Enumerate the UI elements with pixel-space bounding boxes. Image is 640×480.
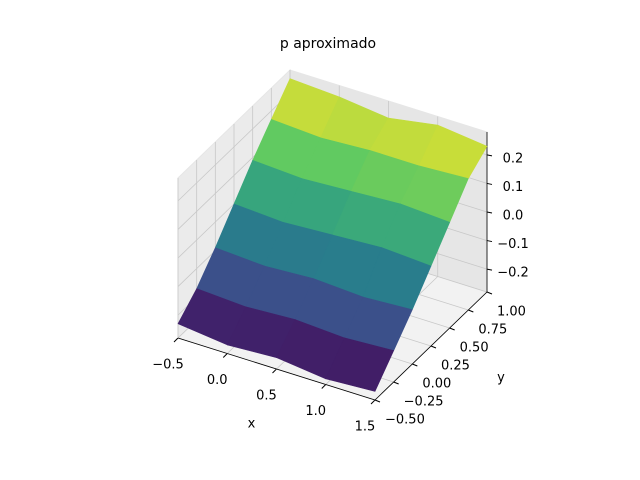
x-tick — [321, 384, 327, 389]
y-tick-label: −0.25 — [404, 395, 444, 410]
z-tick-label: −0.1 — [497, 237, 529, 252]
y-tick-label: 0.75 — [478, 323, 507, 338]
x-tick — [173, 337, 179, 343]
axis-line — [177, 337, 376, 401]
x-tick — [222, 353, 228, 358]
y-tick-label: 1.00 — [497, 305, 526, 320]
z-tick — [486, 268, 493, 271]
x-tick — [370, 399, 376, 405]
y-tick — [486, 291, 493, 295]
surface-patch — [325, 337, 395, 392]
x-tick-label: 1.0 — [305, 404, 326, 419]
x-tick-label: 1.5 — [355, 420, 376, 435]
z-tick — [486, 211, 493, 214]
axis-line — [374, 291, 488, 401]
x-tick-label: 0.5 — [256, 389, 277, 404]
x-tick-label: 0.0 — [207, 373, 228, 388]
y-tick — [430, 345, 437, 349]
y-tick — [449, 327, 455, 331]
z-tick-label: −0.2 — [497, 266, 529, 281]
z-tick — [486, 182, 493, 185]
x-tick — [272, 368, 277, 374]
y-tick-label: 0.25 — [441, 359, 470, 374]
z-tick-label: 0.1 — [503, 180, 524, 195]
y-tick — [374, 399, 381, 403]
y-tick — [393, 381, 399, 385]
z-tick-label: 0.0 — [503, 209, 524, 224]
y-tick — [412, 363, 418, 367]
x-tick-label: −0.5 — [152, 358, 184, 373]
y-tick-label: −0.50 — [385, 413, 425, 428]
grid-line — [177, 92, 291, 202]
y-tick-label: 0.00 — [422, 377, 451, 392]
y-tick — [468, 309, 474, 313]
y-tick-label: 0.50 — [460, 341, 489, 356]
z-tick — [486, 154, 493, 157]
z-tick-label: 0.2 — [503, 151, 524, 166]
chart-title: p aproximado — [280, 36, 376, 52]
x-axis-label: x — [248, 417, 256, 432]
z-tick — [486, 240, 493, 243]
y-axis-label: y — [497, 371, 505, 386]
